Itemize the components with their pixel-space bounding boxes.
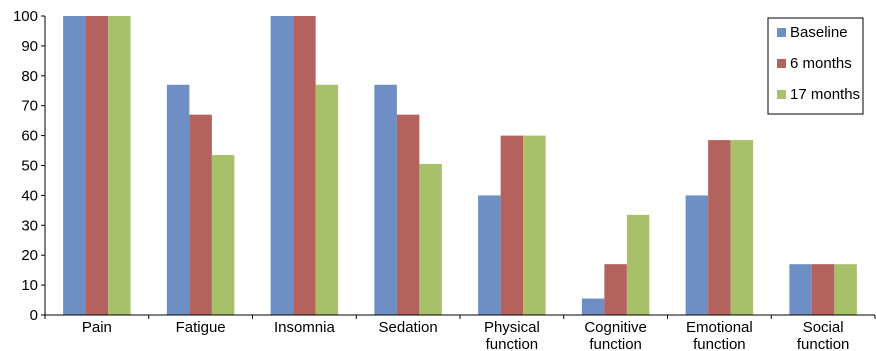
y-tick-label: 20 (21, 247, 38, 264)
x-axis-labels: Pain Fatigue Insomnia Sedation Physicalfunct… (44, 315, 876, 351)
legend-swatch (777, 90, 786, 99)
bar-baseline-3 (374, 84, 397, 316)
bar-17-months-7 (834, 264, 857, 315)
x-category-label: Insomnia (274, 319, 336, 336)
bar-6-months-3 (396, 114, 420, 315)
y-axis-ticks: 0 10 20 30 40 50 60 70 80 90 100 (13, 8, 45, 324)
legend-label: 6 months (790, 55, 852, 72)
bar-6-months-5 (604, 264, 627, 315)
bar-baseline-0 (63, 16, 86, 315)
y-tick-label: 0 (30, 307, 38, 324)
bar-baseline-5 (581, 298, 605, 315)
x-category-label: Physical (484, 319, 540, 336)
x-category-label: function (693, 336, 746, 351)
y-tick-label: 30 (21, 217, 38, 234)
bar-baseline-1 (166, 84, 190, 316)
bar-baseline-7 (789, 264, 812, 315)
bars-group (63, 16, 857, 316)
bar-6-months-1 (189, 114, 212, 315)
bar-17-months-6 (730, 140, 754, 315)
bar-17-months-5 (626, 214, 650, 315)
x-category-label: Social (803, 319, 844, 336)
y-tick-label: 40 (21, 187, 38, 204)
x-category-label: Sedation (379, 319, 438, 336)
y-tick-label: 100 (13, 8, 38, 25)
y-tick-label: 90 (21, 38, 38, 55)
bar-baseline-2 (270, 16, 294, 315)
y-tick-label: 60 (21, 128, 38, 145)
bar-6-months-2 (293, 16, 316, 315)
x-category-label: Fatigue (176, 319, 226, 336)
bar-17-months-1 (211, 155, 235, 315)
legend-swatch (777, 28, 786, 37)
bar-6-months-6 (708, 140, 731, 315)
x-category-label: function (486, 336, 539, 351)
x-category-label: Cognitive (584, 319, 647, 336)
bar-17-months-2 (315, 84, 339, 316)
legend-label: Baseline (790, 24, 848, 41)
y-tick-label: 80 (21, 68, 38, 85)
x-category-label: Emotional (686, 319, 753, 336)
legend-swatch (777, 59, 786, 68)
legend-label: 17 months (790, 86, 860, 103)
bar-6-months-4 (500, 135, 524, 315)
x-category-label: function (797, 336, 850, 351)
bar-17-months-0 (108, 16, 131, 315)
x-category-label: function (589, 336, 642, 351)
y-tick-label: 70 (21, 98, 38, 115)
y-tick-label: 50 (21, 158, 38, 175)
bar-baseline-6 (685, 195, 709, 315)
bar-baseline-4 (478, 195, 501, 315)
bar-6-months-0 (85, 16, 109, 315)
bar-17-months-3 (419, 164, 442, 315)
bar-6-months-7 (811, 264, 835, 315)
x-category-label: Pain (82, 319, 112, 336)
y-tick-label: 10 (21, 277, 38, 294)
legend: Baseline 6 months 17 months (767, 17, 864, 115)
bar-17-months-4 (523, 135, 546, 315)
